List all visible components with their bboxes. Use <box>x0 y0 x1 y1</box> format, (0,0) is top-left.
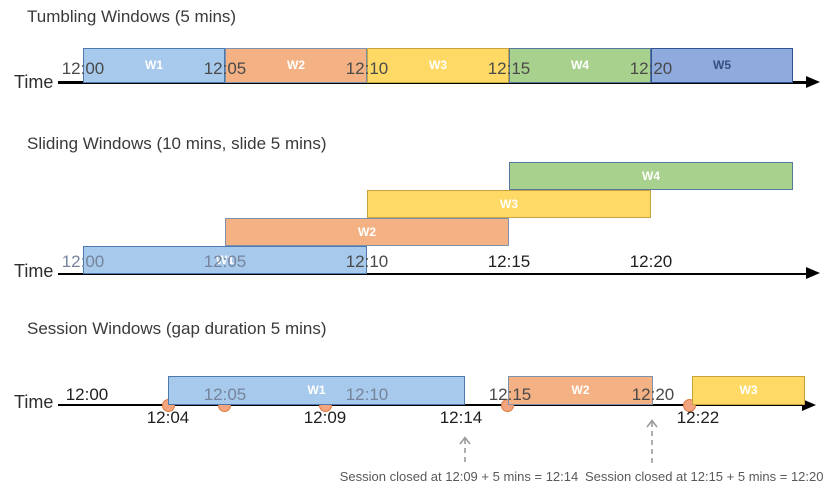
sliding-timeline-arrow-icon <box>806 267 820 280</box>
window-label: W1 <box>307 383 326 398</box>
sliding-window-w3: W3 <box>367 190 651 218</box>
sliding-time-axis-label: Time <box>14 261 54 281</box>
session-closed-annotation-1: Session closed at 12:09 + 5 mins = 12:14 <box>339 469 579 484</box>
event-time-12-04: 12:04 <box>146 408 190 427</box>
tumbling-tick-12-15: 12:15 <box>487 59 531 78</box>
sliding-tick-12-10: 12:10 <box>345 252 389 271</box>
session-section-title: Session Windows (gap duration 5 mins) <box>27 319 327 338</box>
up-arrow-icon <box>646 419 658 464</box>
window-label: W3 <box>500 197 518 211</box>
session-window-w2: W2 <box>508 376 653 405</box>
tumbling-window-w4: W4 <box>509 48 651 83</box>
sliding-timeline-axis <box>58 272 808 276</box>
tumbling-section-title: Tumbling Windows (5 mins) <box>27 7 237 26</box>
session-tick-12-20: 12:20 <box>631 385 675 404</box>
session-tick-12-05: 12:05 <box>203 385 247 404</box>
session-time-axis-label: Time <box>14 392 54 412</box>
tumbling-window-w5: W5 <box>651 48 793 83</box>
tumbling-window-w2: W2 <box>225 48 367 83</box>
window-label: W2 <box>287 58 305 73</box>
event-time-12-14: 12:14 <box>439 408 483 427</box>
sliding-section-title: Sliding Windows (10 mins, slide 5 mins) <box>27 134 327 153</box>
sliding-window-w4: W4 <box>509 162 793 190</box>
session-window-w1: W1 <box>168 376 465 405</box>
sliding-tick-12-05: 12:05 <box>203 252 247 271</box>
sliding-window-w1: W1 <box>83 246 367 274</box>
tumbling-window-w3: W3 <box>367 48 509 83</box>
session-timeline-arrow-icon <box>802 398 816 411</box>
window-label: W4 <box>571 58 589 73</box>
tumbling-tick-12-20: 12:20 <box>629 59 673 78</box>
session-timeline-axis <box>58 403 804 407</box>
up-arrow-icon <box>459 436 471 464</box>
window-label: W1 <box>145 58 163 73</box>
window-label: W3 <box>429 58 447 73</box>
tumbling-time-axis-label: Time <box>14 72 54 92</box>
sliding-tick-12-00: 12:00 <box>61 252 105 271</box>
window-label: W5 <box>713 58 731 73</box>
tumbling-tick-12-05: 12:05 <box>203 59 247 78</box>
window-label: W1 <box>216 253 234 267</box>
tumbling-timeline-axis <box>58 81 808 84</box>
sliding-tick-12-15: 12:15 <box>487 252 531 271</box>
window-label: W2 <box>358 225 376 239</box>
session-closed-annotation-2: Session closed at 12:15 + 5 mins = 12:20 <box>585 469 824 484</box>
session-tick-12-10: 12:10 <box>345 385 389 404</box>
event-time-12-22: 12:22 <box>676 408 720 427</box>
tumbling-timeline-arrow-icon <box>806 76 820 89</box>
session-tick-12-00: 12:00 <box>65 385 109 404</box>
tumbling-tick-12-10: 12:10 <box>345 59 389 78</box>
event-time-12-09: 12:09 <box>303 408 347 427</box>
session-tick-12-15: 12:15 <box>488 385 532 404</box>
sliding-tick-12-20: 12:20 <box>629 252 673 271</box>
window-label: W4 <box>642 169 660 183</box>
window-label: W2 <box>571 383 590 398</box>
window-label: W3 <box>739 383 758 398</box>
tumbling-window-w1: W1 <box>83 48 225 83</box>
session-window-w3: W3 <box>692 376 805 405</box>
sliding-window-w2: W2 <box>225 218 509 246</box>
tumbling-tick-12-00: 12:00 <box>61 59 105 78</box>
